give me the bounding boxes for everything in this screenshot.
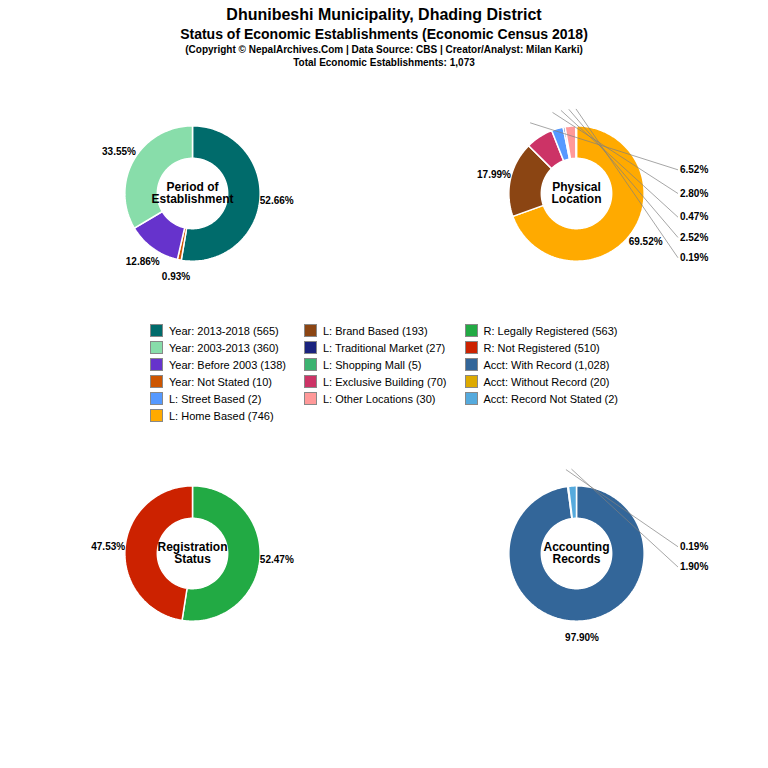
svg-text:0.93%: 0.93%: [162, 271, 190, 282]
svg-text:2.52%: 2.52%: [680, 232, 708, 243]
svg-text:PhysicalLocation: PhysicalLocation: [552, 180, 602, 206]
svg-text:69.52%: 69.52%: [629, 236, 663, 247]
html-text:Year: 2013-2018 (565): Year: 2013-2018 (565): [169, 324, 279, 337]
html-text:L: Brand Based (193): L: Brand Based (193): [323, 324, 428, 337]
svg-text:1.90%: 1.90%: [680, 561, 708, 572]
svg-text:17.99%: 17.99%: [477, 169, 511, 180]
html-text:L: Traditional Market (27): L: Traditional Market (27): [323, 341, 446, 354]
html-text:L: Other Locations (30): L: Other Locations (30): [323, 392, 436, 405]
html-text:L: Exclusive Building (70): L: Exclusive Building (70): [323, 375, 447, 388]
svg-text:AccountingRecords: AccountingRecords: [544, 540, 610, 566]
svg-text:0.47%: 0.47%: [680, 211, 708, 222]
svg-text:33.55%: 33.55%: [102, 146, 136, 157]
svg-text:52.47%: 52.47%: [260, 554, 294, 565]
svg-text:RegistrationStatus: RegistrationStatus: [157, 540, 227, 566]
svg-text:47.53%: 47.53%: [91, 541, 125, 552]
html-text:R: Not Registered (510): R: Not Registered (510): [483, 341, 600, 354]
html-text:Acct: Record Not Stated (2): Acct: Record Not Stated (2): [483, 392, 618, 405]
html-text:Year: Before 2003 (138): Year: Before 2003 (138): [169, 358, 286, 371]
svg-text:Period ofEstablishment: Period ofEstablishment: [151, 180, 233, 206]
html-text:R: Legally Registered (563): R: Legally Registered (563): [483, 324, 618, 337]
html-text:Year: 2003-2013 (360): Year: 2003-2013 (360): [169, 341, 279, 354]
html-text:Acct: Without Record (20): Acct: Without Record (20): [483, 375, 610, 388]
svg-text:6.52%: 6.52%: [680, 164, 708, 175]
html-text:Year: Not Stated (10): Year: Not Stated (10): [169, 375, 272, 388]
svg-text:12.86%: 12.86%: [126, 256, 160, 267]
html-text:Status of Economic Establishme: Status of Economic Establishments (Econo…: [180, 26, 588, 42]
html-text:L: Shopping Mall (5): L: Shopping Mall (5): [323, 358, 422, 371]
svg-text:0.19%: 0.19%: [680, 541, 708, 552]
html-text:Total Economic Establishments:: Total Economic Establishments: 1,073: [293, 57, 475, 68]
svg-text:0.19%: 0.19%: [680, 252, 708, 263]
html-text:Dhunibeshi Municipality, Dhadi: Dhunibeshi Municipality, Dhading Distric…: [226, 6, 542, 23]
html-text:(Copyright © NepalArchives.Com: (Copyright © NepalArchives.Com | Data So…: [185, 44, 583, 55]
svg-text:52.66%: 52.66%: [260, 195, 294, 206]
html-text:L: Home Based (746): L: Home Based (746): [169, 409, 274, 422]
svg-text:97.90%: 97.90%: [565, 632, 599, 643]
html-text:L: Street Based (2): L: Street Based (2): [169, 392, 262, 405]
html-text:Acct: With Record (1,028): Acct: With Record (1,028): [483, 358, 610, 371]
svg-text:2.80%: 2.80%: [680, 188, 708, 199]
